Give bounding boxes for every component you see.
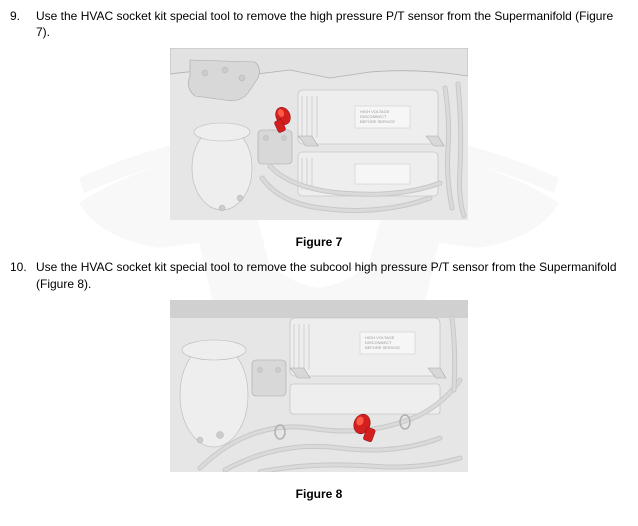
figure-7-container: HIGH VOLTAGE DISCONNECT BEFORE SERVICE xyxy=(10,48,628,249)
step-9: 9. Use the HVAC socket kit special tool … xyxy=(10,8,628,40)
step-9-text: Use the HVAC socket kit special tool to … xyxy=(36,8,628,40)
step-9-number: 9. xyxy=(10,8,36,40)
figure-8-caption: Figure 8 xyxy=(10,487,628,501)
step-10-text: Use the HVAC socket kit special tool to … xyxy=(36,259,628,291)
figure-8-container: HIGH VOLTAGE DISCONNECT BEFORE SERVICE xyxy=(10,300,628,501)
svg-text:BEFORE SERVICE: BEFORE SERVICE xyxy=(365,345,400,350)
figure-7-caption: Figure 7 xyxy=(10,235,628,249)
figure-7-image: HIGH VOLTAGE DISCONNECT BEFORE SERVICE xyxy=(170,48,468,220)
figure-8-image: HIGH VOLTAGE DISCONNECT BEFORE SERVICE xyxy=(170,300,468,472)
svg-text:BEFORE SERVICE: BEFORE SERVICE xyxy=(360,119,395,124)
step-10: 10. Use the HVAC socket kit special tool… xyxy=(10,259,628,291)
step-10-number: 10. xyxy=(10,259,36,291)
